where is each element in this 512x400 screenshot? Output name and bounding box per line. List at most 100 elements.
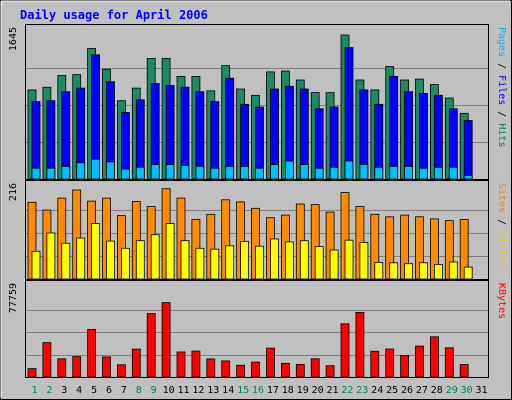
- day-label-3: 3: [61, 385, 67, 396]
- axis-max-label-kbytes: 77759: [8, 283, 19, 313]
- bar-kbytes-day-24: [370, 350, 380, 378]
- bar-files-day-13: [210, 101, 220, 180]
- bar-kbytes-day-19: [295, 363, 305, 378]
- bar-pages-day-8: [135, 166, 145, 180]
- panel-border: [25, 280, 489, 378]
- bar-files-day-22: [344, 47, 354, 180]
- legend-entry-visits-2: Visits: [496, 231, 507, 267]
- day-label-7: 7: [121, 385, 127, 396]
- bar-kbytes-day-28: [429, 336, 439, 378]
- bar-files-day-28: [433, 94, 443, 180]
- bar-pages-day-20: [314, 167, 324, 180]
- bar-kbytes-day-14: [221, 360, 231, 378]
- bar-pages-day-12: [195, 165, 205, 180]
- bar-kbytes-day-26: [400, 354, 410, 378]
- bar-sites-day-4: [76, 237, 86, 280]
- bar-files-day-26: [404, 91, 414, 180]
- day-label-4: 4: [76, 385, 82, 396]
- legend-entry-hits-0: Pages: [496, 27, 507, 57]
- bar-sites-day-22: [344, 239, 354, 280]
- legend-entry-hits-3: /: [496, 105, 507, 123]
- bar-sites-day-5: [91, 223, 100, 280]
- panel-visits: 216 Sites / Visits: [8, 180, 507, 280]
- bar-kbytes-day-1: [27, 368, 37, 378]
- bar-files-day-25: [389, 76, 399, 180]
- bar-kbytes-day-11: [176, 351, 186, 378]
- panel-kbytes: 77759 KBytes: [8, 280, 507, 378]
- bar-sites-day-10: [165, 223, 175, 280]
- day-label-5: 5: [91, 385, 97, 396]
- bar-kbytes-day-23: [355, 311, 365, 378]
- bar-pages-day-5: [91, 158, 100, 180]
- day-label-19: 19: [297, 385, 309, 396]
- bar-files-day-14: [225, 77, 235, 180]
- bar-sites-day-16: [255, 245, 264, 280]
- bar-kbytes-day-9: [146, 313, 156, 378]
- legend-entry-hits-2: Files: [496, 75, 507, 105]
- bar-files-day-12: [195, 91, 205, 180]
- bar-pages-day-28: [433, 166, 443, 180]
- bar-sites-day-11: [180, 240, 190, 280]
- x-axis-days: 1 2 3 4 5 6 7 8 9 10 11 12 13 14 15 16 17 18 19 20 21 22 23 24 2…: [31, 385, 487, 396]
- bar-pages-day-3: [61, 165, 71, 180]
- bar-sites-day-19: [299, 240, 309, 280]
- bar-kbytes-day-2: [42, 342, 52, 378]
- legend-visits: Sites / Visits: [496, 183, 507, 267]
- day-label-10: 10: [163, 385, 175, 396]
- bar-sites-day-7: [121, 247, 130, 280]
- day-label-8: 8: [136, 385, 142, 396]
- bar-pages-day-26: [404, 165, 414, 180]
- bar-pages-day-9: [150, 164, 160, 180]
- day-label-28: 28: [431, 385, 443, 396]
- bar-kbytes-day-10: [161, 302, 171, 378]
- day-label-21: 21: [326, 385, 338, 396]
- day-label-27: 27: [416, 385, 428, 396]
- bar-sites-day-26: [404, 263, 414, 280]
- bar-sites-day-18: [284, 241, 294, 280]
- bar-pages-day-11: [180, 165, 190, 180]
- bar-pages-day-1: [31, 167, 41, 180]
- bar-kbytes-day-13: [206, 358, 216, 378]
- day-label-18: 18: [282, 385, 294, 396]
- axis-max-label-hits: 1645: [8, 27, 19, 51]
- bar-pages-day-23: [359, 164, 369, 180]
- bar-sites-day-13: [210, 248, 220, 280]
- legend-entry-hits-4: Hits: [496, 123, 507, 147]
- bar-pages-day-13: [210, 167, 220, 180]
- legend-hits: Pages / Files / Hits: [496, 27, 507, 147]
- bar-pages-day-4: [76, 162, 86, 180]
- bar-pages-day-6: [106, 161, 115, 180]
- bar-kbytes-day-18: [280, 362, 290, 378]
- bar-sites-day-29: [448, 261, 458, 280]
- bar-pages-day-14: [225, 165, 235, 180]
- series-pages: [31, 158, 473, 180]
- bar-sites-day-24: [374, 261, 384, 280]
- legend-kbytes: KBytes: [496, 283, 507, 319]
- bar-pages-day-18: [284, 160, 294, 180]
- bar-files-day-3: [61, 91, 71, 180]
- bar-kbytes-day-27: [415, 345, 424, 378]
- bar-sites-day-12: [195, 247, 205, 280]
- bar-sites-day-2: [46, 232, 56, 280]
- bar-kbytes-day-30: [459, 364, 469, 378]
- day-label-31: 31: [475, 385, 487, 396]
- bar-pages-day-16: [255, 167, 264, 180]
- bar-kbytes-day-16: [251, 361, 260, 378]
- day-label-17: 17: [267, 385, 279, 396]
- bar-pages-day-21: [329, 166, 339, 180]
- bar-pages-day-24: [374, 166, 384, 180]
- bar-pages-day-2: [46, 167, 56, 180]
- bar-sites-day-30: [463, 266, 473, 280]
- day-label-23: 23: [356, 385, 368, 396]
- bar-sites-day-15: [240, 241, 250, 280]
- bar-sites-day-1: [31, 250, 41, 280]
- bar-sites-day-6: [106, 240, 115, 280]
- bar-sites-day-3: [61, 242, 71, 280]
- chart-title: Daily usage for April 2006: [20, 8, 208, 22]
- bar-sites-day-9: [150, 234, 160, 280]
- bar-pages-day-7: [121, 168, 130, 180]
- bar-kbytes-day-20: [310, 358, 320, 378]
- day-label-22: 22: [341, 385, 353, 396]
- bar-kbytes-day-7: [117, 364, 126, 378]
